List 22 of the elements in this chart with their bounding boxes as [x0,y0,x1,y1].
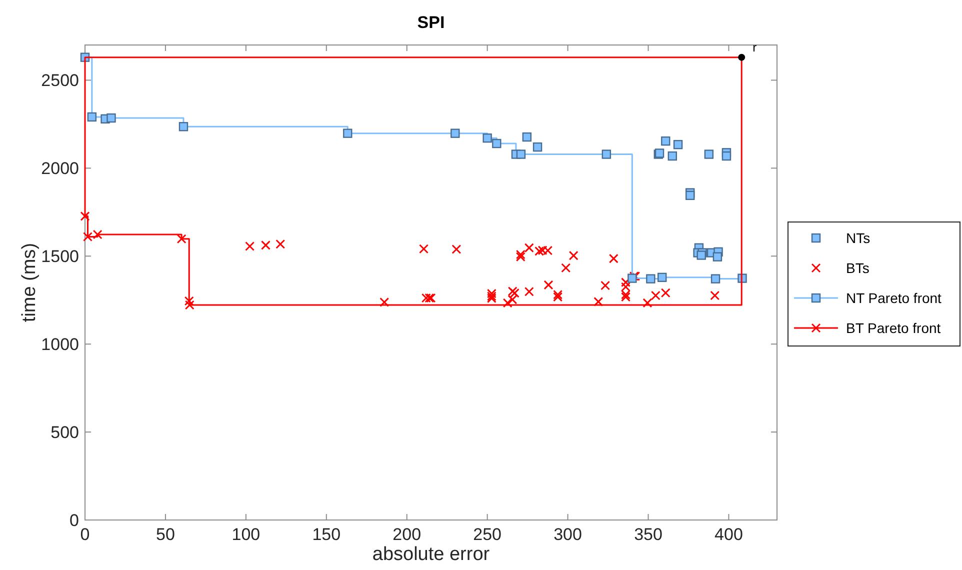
y-tick-label: 500 [50,423,79,442]
annotation: r [752,40,757,54]
y-tick-label: 1500 [41,247,79,266]
x-axis-title: absolute error [372,544,490,565]
y-axis-title: time (ms) [19,242,40,322]
chart-title: SPI [417,13,445,32]
x-tick-label: 50 [156,525,175,544]
legend-label: NTs [846,230,870,246]
x-tick-label: 300 [554,525,582,544]
x-tick-label: 100 [232,525,260,544]
y-tick-label: 0 [70,511,79,530]
x-tick-label: 350 [634,525,662,544]
x-tick-label: 150 [312,525,341,544]
legend-label: BT Pareto front [846,320,941,336]
legend-label: BTs [846,260,870,276]
legend-label: NT Pareto front [846,290,942,306]
x-tick-label: 200 [392,525,422,544]
y-tick-label: 2500 [41,71,79,90]
x-tick-label: 250 [473,525,502,544]
y-tick-label: 1000 [41,335,79,354]
y-tick-label: 2000 [41,159,79,178]
x-tick-label: 400 [714,525,743,544]
